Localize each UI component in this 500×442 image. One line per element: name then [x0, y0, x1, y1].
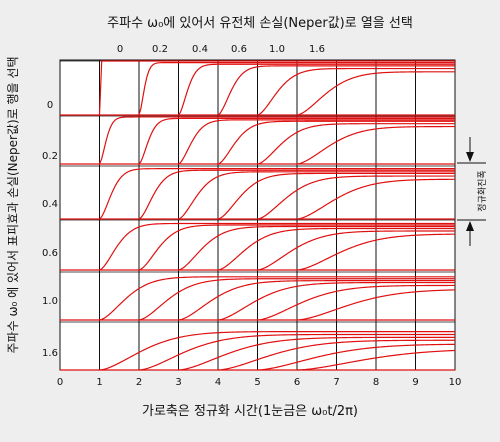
- column-label-5: 1.6: [309, 44, 325, 55]
- curve-row-4-col-4: [257, 284, 455, 321]
- curve-row-2-col-1: [138, 169, 455, 220]
- x-tick-label-1: 1: [96, 377, 102, 388]
- row-label-4: 1.0: [42, 296, 58, 307]
- curve-row-0-col-2: [178, 63, 455, 116]
- row-label-5: 1.6: [42, 348, 58, 359]
- curve-row-0-col-0: [98, 60, 455, 116]
- curve-row-2-col-4: [257, 175, 455, 220]
- curve-row-4-col-3: [217, 281, 455, 321]
- curve-row-1-col-1: [138, 117, 455, 165]
- row-label-3: 0.6: [42, 248, 58, 259]
- curve-row-3-col-4: [257, 230, 455, 271]
- curve-row-3-col-3: [217, 227, 455, 271]
- x-tick-label-4: 4: [215, 377, 221, 388]
- x-axis-label: 가로축은 정규화 시간(1눈금은 ω₀t/2π): [142, 404, 358, 419]
- x-tick-label-6: 6: [294, 377, 300, 388]
- column-label-1: 0.2: [152, 44, 168, 55]
- x-tick-label-0: 0: [57, 377, 63, 388]
- x-tick-label-3: 3: [175, 377, 181, 388]
- curve-row-5-col-3: [217, 339, 455, 371]
- column-label-3: 0.6: [231, 44, 247, 55]
- curves: [98, 60, 456, 371]
- curve-row-1-col-0: [98, 116, 455, 165]
- x-tick-label-2: 2: [136, 377, 142, 388]
- curve-row-0-col-3: [217, 65, 455, 116]
- curve-row-5-col-5: [296, 349, 456, 371]
- amplitude-arrowhead-up-icon: [466, 221, 474, 231]
- curve-row-2-col-2: [178, 171, 455, 220]
- amplitude-arrowhead-down-icon: [466, 152, 474, 162]
- column-label-2: 0.4: [192, 44, 208, 55]
- curve-row-5-col-1: [138, 333, 455, 371]
- row-label-2: 0.4: [42, 199, 58, 210]
- row-labels: 0 0.2 0.4 0.6 1.0 1.6: [42, 100, 58, 359]
- row-label-1: 0.2: [42, 151, 58, 162]
- y-axis-label: 주파수 ω₀ 에 있어서 표피효과 손실(Neper값)로 행을 선택: [5, 57, 20, 354]
- curve-row-5-col-2: [178, 336, 455, 371]
- side-label: 정규화진폭: [477, 170, 488, 211]
- column-labels: 0 0.2 0.4 0.6 1.0 1.6: [117, 44, 325, 55]
- curve-row-2-col-5: [296, 178, 456, 220]
- curve-row-2-col-3: [217, 172, 455, 220]
- row-label-0: 0: [47, 100, 53, 111]
- x-tick-label-7: 7: [333, 377, 339, 388]
- curve-row-0-col-5: [296, 71, 455, 116]
- curve-row-4-col-2: [178, 280, 455, 321]
- curve-row-4-col-0: [99, 276, 455, 321]
- x-tick-label-10: 10: [449, 377, 462, 388]
- curve-row-0-col-1: [138, 62, 455, 116]
- chart-title: 주파수 ω₀에 있어서 유전체 손실(Neper값)로 열을 선택: [107, 16, 413, 31]
- curve-row-4-col-1: [138, 278, 455, 321]
- curve-row-1-col-3: [217, 120, 455, 165]
- x-tick-label-9: 9: [412, 377, 418, 388]
- x-tick-label-5: 5: [254, 377, 260, 388]
- normalized-amplitude-marker: 정규화진폭: [457, 137, 488, 246]
- curve-row-4-col-5: [296, 289, 456, 321]
- curve-row-1-col-5: [296, 125, 455, 165]
- curve-row-3-col-1: [138, 224, 455, 271]
- curve-row-3-col-0: [99, 222, 455, 271]
- curve-row-3-col-5: [296, 233, 456, 271]
- curve-row-1-col-2: [178, 119, 455, 165]
- curve-row-0-col-4: [257, 67, 455, 116]
- column-label-0: 0: [117, 44, 123, 55]
- x-tick-labels: 0 1 2 3 4 5 6 7 8 9 10: [57, 377, 462, 388]
- x-tick-label-8: 8: [373, 377, 379, 388]
- curve-row-5-col-4: [257, 343, 456, 371]
- curve-row-5-col-0: [99, 331, 455, 371]
- curve-row-2-col-0: [99, 168, 455, 220]
- curve-row-1-col-4: [257, 123, 455, 165]
- curve-row-3-col-2: [178, 225, 455, 271]
- column-label-4: 1.0: [269, 44, 285, 55]
